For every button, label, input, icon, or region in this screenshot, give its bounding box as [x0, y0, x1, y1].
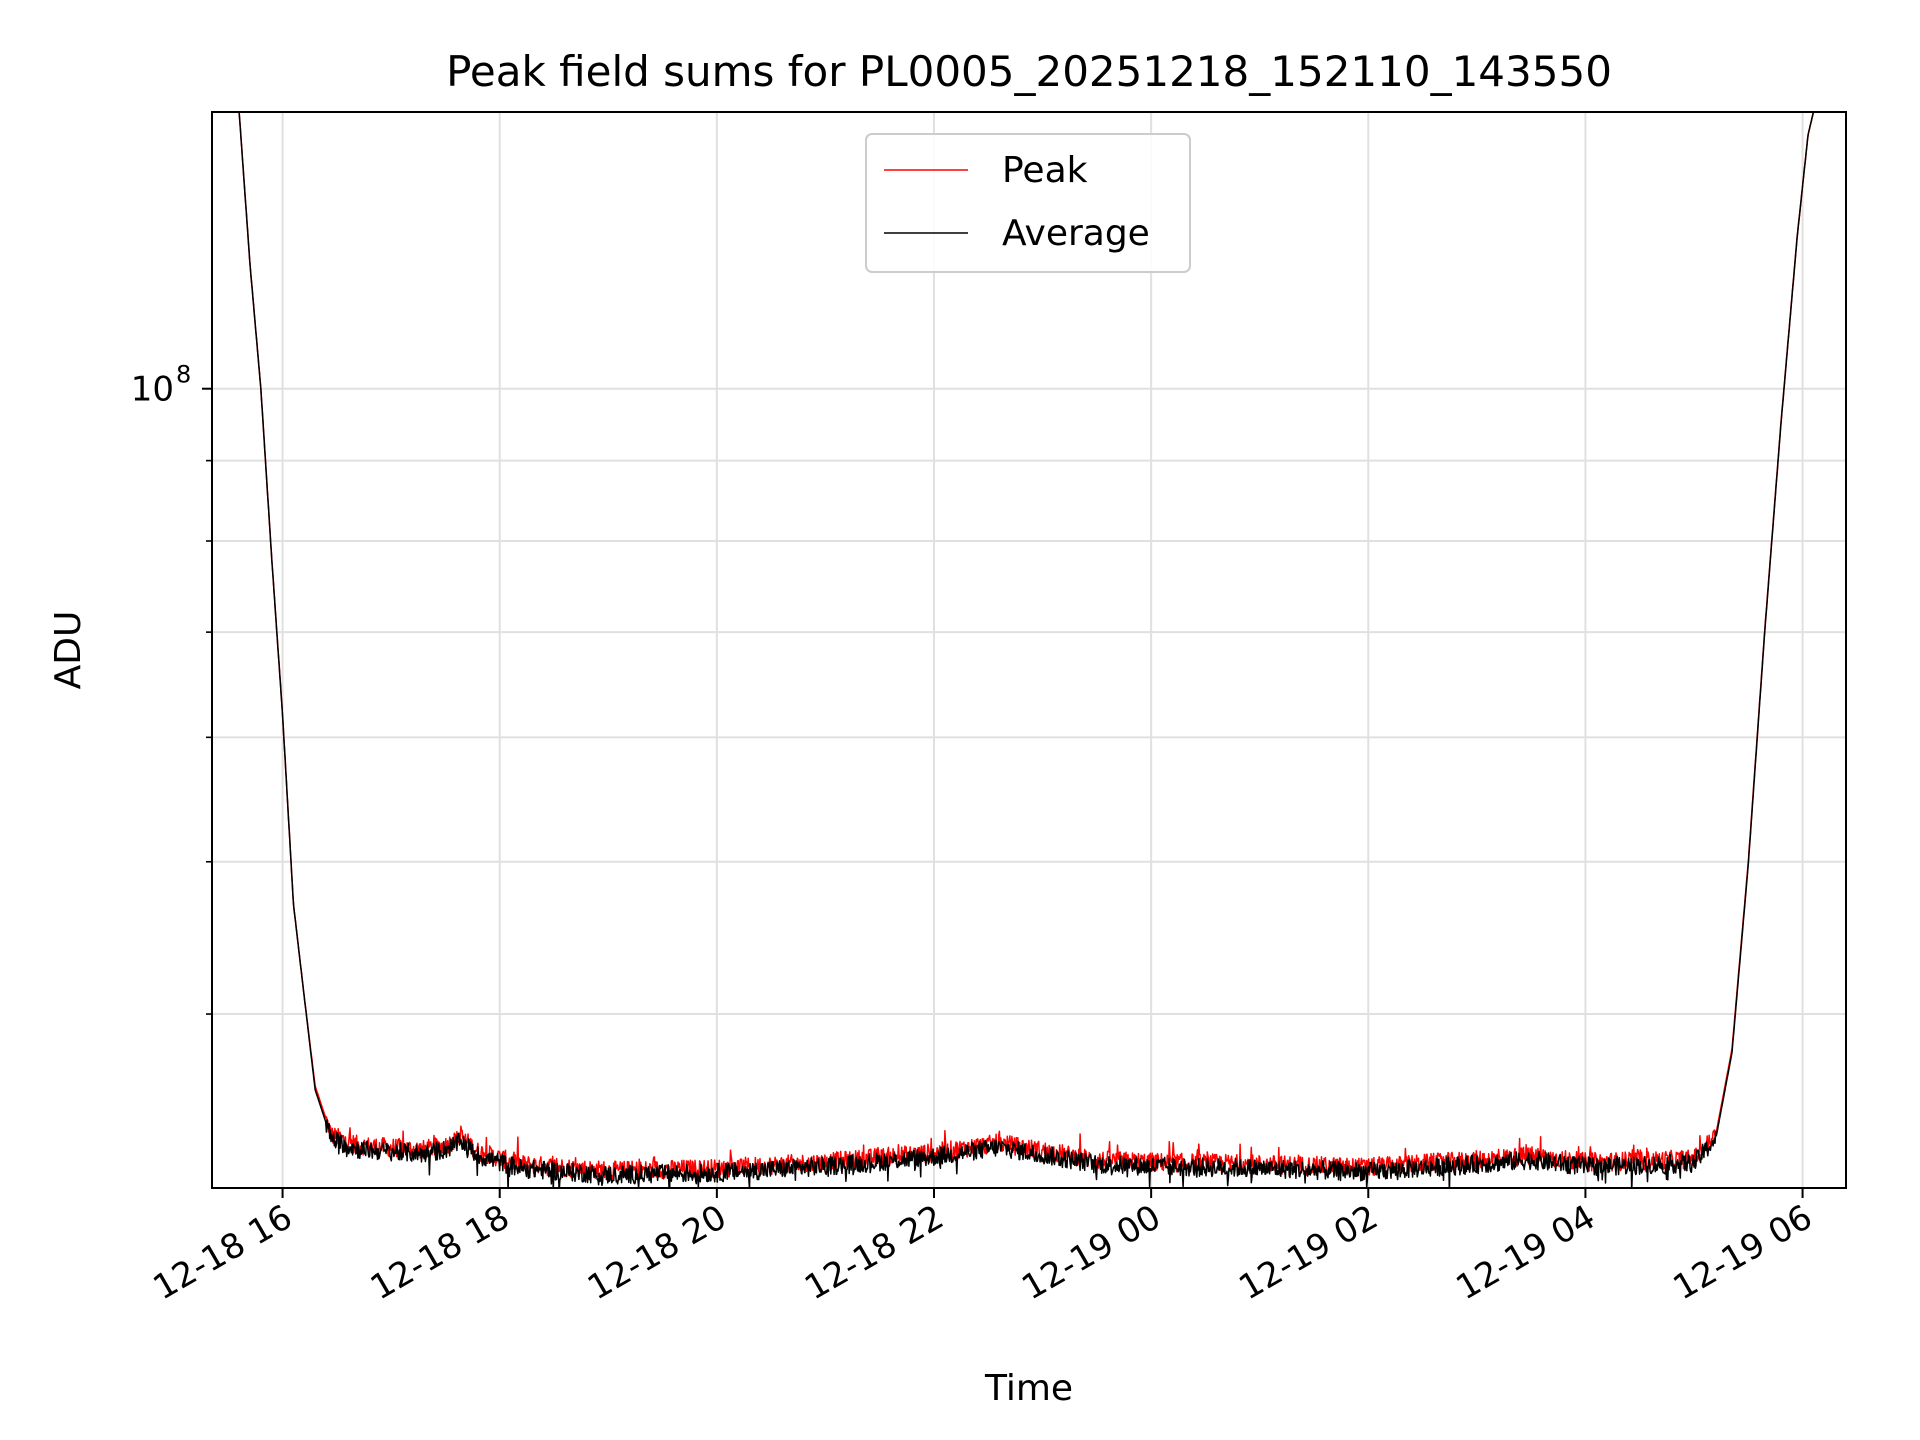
- y-tick-label-base: 10: [131, 370, 174, 410]
- grid: [212, 112, 1846, 1188]
- series-line-average: [238, 112, 1815, 1188]
- legend-box: [865, 133, 1191, 273]
- y-axis-label: ADU: [48, 611, 89, 690]
- y-tick-label-exponent: 8: [176, 361, 191, 389]
- x-axis-label: Time: [984, 1368, 1073, 1409]
- chart-title: Peak field sums for PL0005_20251218_1521…: [446, 47, 1612, 96]
- legend: Peak Average: [865, 133, 1191, 273]
- legend-average-label: Average: [1002, 213, 1150, 254]
- legend-peak-label: Peak: [1002, 150, 1088, 191]
- plot-frame: [211, 111, 1847, 1189]
- series-lines: [238, 112, 1815, 1188]
